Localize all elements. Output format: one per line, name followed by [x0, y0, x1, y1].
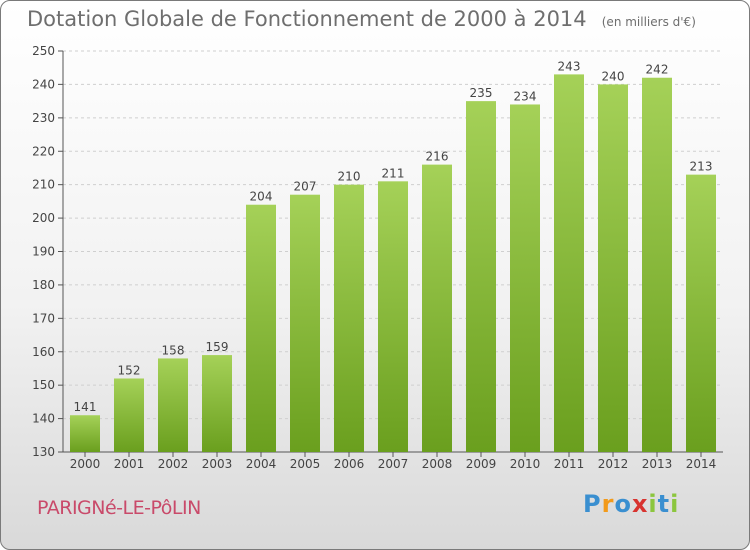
data-label: 158 — [162, 343, 185, 357]
data-label: 159 — [206, 340, 229, 354]
data-label: 152 — [118, 363, 141, 377]
x-tick-label: 2001 — [114, 457, 145, 471]
y-tick-label: 250 — [32, 44, 55, 58]
logo-letter: o — [614, 490, 632, 518]
y-tick-label: 160 — [32, 345, 55, 359]
x-tick-label: 2011 — [554, 457, 585, 471]
x-tick-label: 2014 — [686, 457, 717, 471]
y-tick-label: 140 — [32, 412, 55, 426]
bar-2007 — [378, 181, 408, 452]
x-tick-label: 2007 — [378, 457, 409, 471]
proxiti-logo: Proxiti — [583, 490, 679, 518]
x-tick-label: 2008 — [422, 457, 453, 471]
bar-2006 — [334, 184, 364, 452]
bar-2012 — [598, 84, 628, 453]
y-tick-label: 150 — [32, 378, 55, 392]
y-tick-label: 190 — [32, 245, 55, 259]
y-tick-label: 180 — [32, 278, 55, 292]
bar-2002 — [158, 358, 188, 452]
data-label: 207 — [294, 180, 317, 194]
labels: 130 140 150 160 170 180 190 200 210 220 230 240 250 1… — [32, 44, 716, 471]
data-label: 216 — [426, 150, 449, 164]
data-label: 240 — [602, 69, 625, 83]
bar-2014 — [686, 174, 716, 452]
x-tick-label: 2006 — [334, 457, 365, 471]
bars — [70, 74, 716, 453]
commune-name: PARIGNé-LE-PôLIN — [37, 497, 201, 519]
bar-2011 — [554, 74, 584, 453]
x-tick-label: 2010 — [510, 457, 541, 471]
y-tick-label: 200 — [32, 211, 55, 225]
x-tick-label: 2000 — [70, 457, 101, 471]
data-label: 213 — [690, 160, 713, 174]
bar-2003 — [202, 355, 232, 452]
data-label: 234 — [514, 89, 537, 103]
y-tick-label: 240 — [32, 77, 55, 91]
bar-2010 — [510, 104, 540, 452]
bar-2005 — [290, 194, 320, 453]
x-tick-label: 2003 — [202, 457, 233, 471]
data-label: 211 — [382, 166, 405, 180]
logo-letter: t — [657, 490, 671, 518]
bar-2009 — [466, 101, 496, 452]
bar-2000 — [70, 415, 100, 452]
data-label: 243 — [558, 59, 581, 73]
x-tick-label: 2013 — [642, 457, 673, 471]
logo-letter: i — [670, 490, 680, 518]
data-label: 204 — [250, 190, 273, 204]
data-label: 235 — [470, 86, 493, 100]
y-tick-label: 170 — [32, 311, 55, 325]
x-tick-label: 2005 — [290, 457, 321, 471]
y-tick-label: 210 — [32, 178, 55, 192]
logo-letter: P — [583, 490, 602, 518]
data-label: 242 — [646, 63, 669, 77]
x-tick-label: 2012 — [598, 457, 629, 471]
logo-letter: x — [631, 490, 649, 518]
chart-header: Dotation Globale de Fonctionnement de 20… — [27, 7, 696, 31]
chart-subtitle: (en milliers d'€) — [601, 15, 696, 29]
logo-letter: r — [601, 490, 615, 518]
bar-2008 — [422, 164, 452, 452]
bar-2013 — [642, 77, 672, 452]
y-tick-label: 130 — [32, 445, 55, 459]
x-tick-label: 2004 — [246, 457, 277, 471]
bar-2004 — [246, 204, 276, 452]
chart-title: Dotation Globale de Fonctionnement de 20… — [27, 7, 587, 31]
y-tick-label: 220 — [32, 144, 55, 158]
x-tick-label: 2009 — [466, 457, 497, 471]
data-label: 210 — [338, 170, 361, 184]
x-tick-label: 2002 — [158, 457, 189, 471]
bar-2001 — [114, 378, 144, 452]
y-tick-label: 230 — [32, 111, 55, 125]
logo-letter: i — [648, 490, 658, 518]
data-label: 141 — [74, 400, 97, 414]
